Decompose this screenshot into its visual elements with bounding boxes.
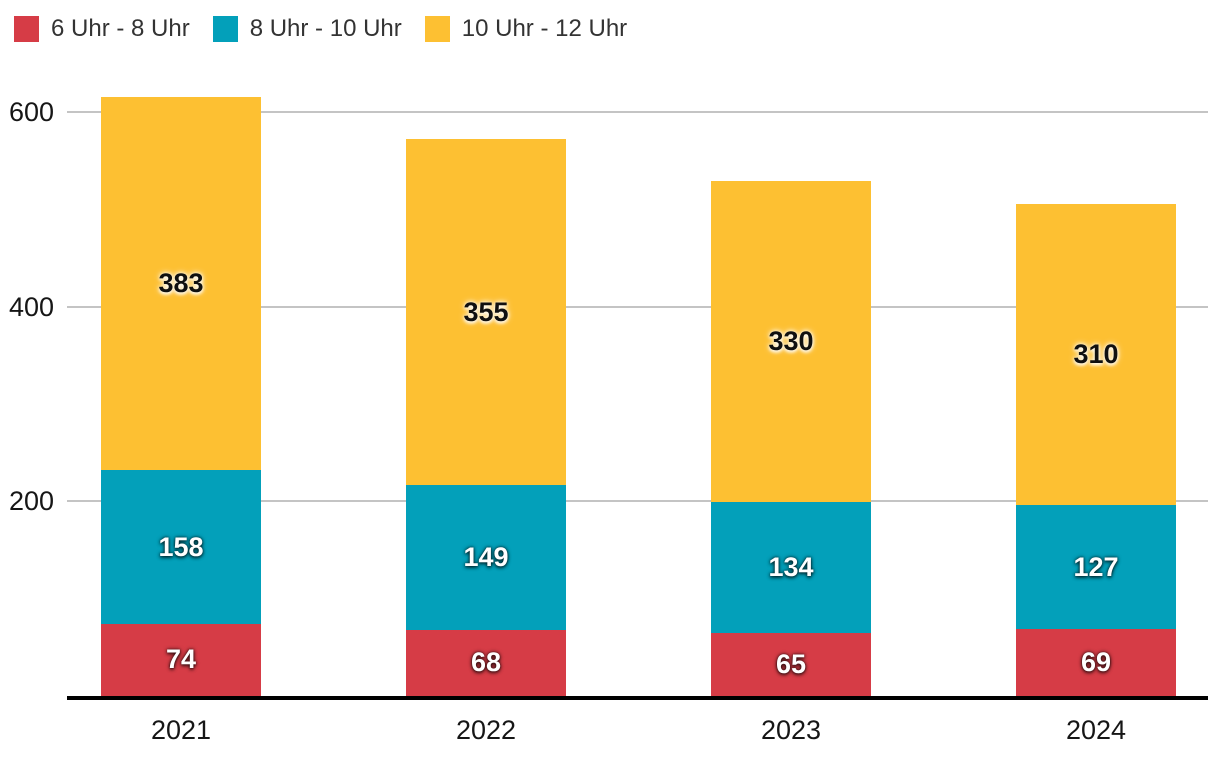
- segment-value-label: 158: [158, 531, 204, 562]
- segment-value-label: 127: [1073, 551, 1119, 582]
- x-tick-label: 2022: [455, 715, 517, 745]
- y-tick-label: 400: [8, 291, 54, 322]
- y-tick-label: 200: [8, 486, 54, 517]
- x-tick-label: 2024: [1065, 715, 1127, 745]
- segment-value-label: 149: [463, 541, 509, 572]
- segment-value-label: 355: [463, 296, 509, 327]
- segment-value-label: 65: [775, 648, 807, 679]
- x-axis-line: [67, 696, 1208, 700]
- legend-swatch: [14, 16, 39, 43]
- bar-segment: 134: [711, 502, 871, 633]
- x-tick-label: 2021: [150, 715, 212, 745]
- segment-value-label: 330: [768, 326, 814, 357]
- legend-item: 8 Uhr - 10 Uhr: [212, 15, 402, 43]
- bar-segment: 383: [101, 97, 261, 471]
- segment-value-label: 310: [1073, 338, 1119, 369]
- legend-label: 8 Uhr - 10 Uhr: [249, 15, 402, 42]
- bar-segment: 310: [1016, 203, 1176, 506]
- bar-segment: 74: [101, 623, 261, 696]
- bar-segment: 65: [711, 632, 871, 696]
- legend-swatch: [212, 16, 238, 43]
- legend-item: 6 Uhr - 8 Uhr: [14, 15, 190, 43]
- gridline: [67, 500, 1208, 503]
- x-tick-label: 2023: [760, 715, 822, 745]
- segment-value-label: 68: [470, 647, 502, 678]
- segment-value-label: 74: [165, 644, 197, 675]
- legend-label: 6 Uhr - 8 Uhr: [51, 15, 190, 42]
- legend-label: 10 Uhr - 12 Uhr: [461, 15, 628, 42]
- y-tick-label: 600: [8, 97, 54, 128]
- bar-segment: 127: [1016, 505, 1176, 629]
- gridline: [67, 111, 1208, 114]
- bar-segment: 68: [406, 629, 566, 696]
- bar-segment: 69: [1016, 628, 1176, 696]
- legend-item: 10 Uhr - 12 Uhr: [424, 15, 628, 43]
- bar-segment: 330: [711, 181, 871, 503]
- gridline: [67, 305, 1208, 308]
- bar-segment: 355: [406, 139, 566, 485]
- segment-value-label: 69: [1080, 646, 1112, 677]
- legend-swatch: [424, 16, 450, 43]
- segment-value-label: 383: [158, 268, 204, 299]
- bar-segment: 149: [406, 484, 566, 630]
- bar-segment: 158: [101, 470, 261, 624]
- segment-value-label: 134: [768, 552, 814, 583]
- legend: 6 Uhr - 8 Uhr 8 Uhr - 10 Uhr 10 Uhr - 12 U…: [14, 15, 628, 43]
